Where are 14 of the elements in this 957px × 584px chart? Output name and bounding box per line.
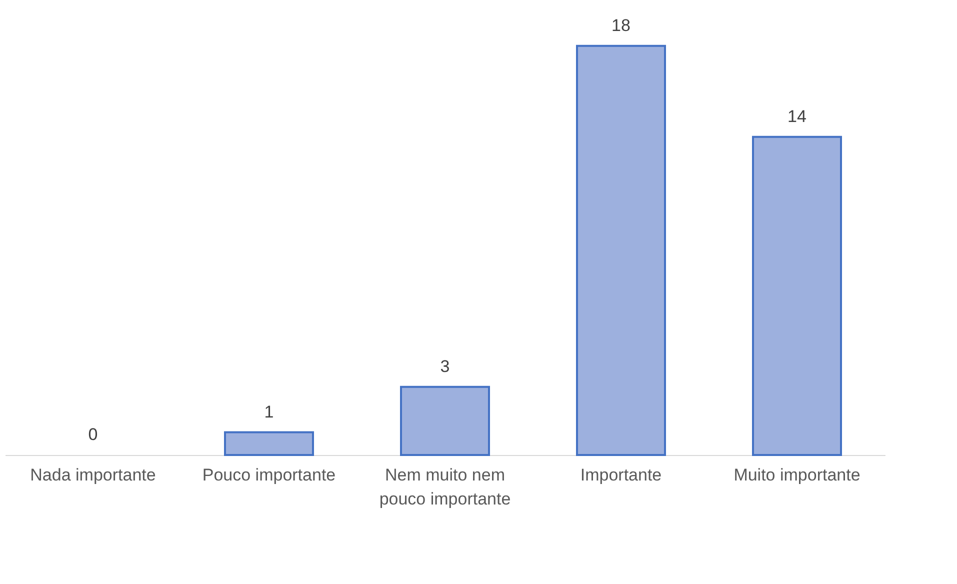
- bar: [224, 431, 314, 456]
- data-label: 0: [88, 425, 98, 444]
- x-tick-label: Nada importante: [30, 466, 156, 484]
- bar: [576, 44, 666, 456]
- bar: [752, 136, 842, 456]
- data-label: 3: [440, 356, 450, 376]
- data-label: 14: [788, 106, 806, 126]
- x-tick-label: Importante: [580, 466, 662, 484]
- bar: [400, 386, 490, 456]
- x-tick-label: Pouco importante: [202, 466, 336, 484]
- x-tick-label: Nem muito nem pouco importante: [379, 466, 511, 508]
- data-label: 1: [264, 402, 274, 422]
- data-label: 18: [612, 16, 630, 35]
- x-tick-label: Muito importante: [734, 466, 860, 484]
